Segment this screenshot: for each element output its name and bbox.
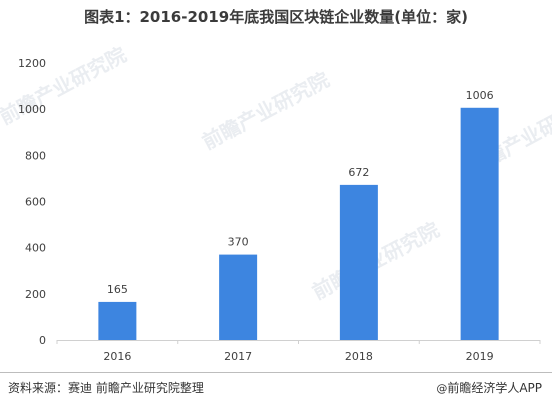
credit-text: 前瞻经济学人APP xyxy=(447,381,542,395)
y-tick-label: 0 xyxy=(39,334,46,347)
x-axis: 2016 2017 2018 2019 xyxy=(56,340,541,363)
y-tick-label: 1200 xyxy=(18,57,46,70)
x-tick-label: 2019 xyxy=(466,350,494,363)
data-label-2018: 672 xyxy=(348,166,369,179)
bar-2019 xyxy=(460,107,499,340)
y-tick-label: 800 xyxy=(25,149,46,162)
bar-chart: 0 200 400 600 800 1000 1200 165 370 672 1006 2016… xyxy=(18,57,541,363)
bars xyxy=(98,107,499,340)
credit-symbol: @ xyxy=(436,382,448,395)
x-tick-label: 2018 xyxy=(345,350,373,363)
y-axis: 0 200 400 600 800 1000 1200 xyxy=(18,57,46,347)
x-tick-label: 2017 xyxy=(224,350,252,363)
x-tick-label: 2016 xyxy=(103,350,131,363)
y-tick-label: 1000 xyxy=(18,103,46,116)
credit-note: @前瞻经济学人APP xyxy=(436,379,542,396)
source-note: 资料来源：赛迪 前瞻产业研究院整理 xyxy=(8,381,204,395)
data-labels: 165 370 672 1006 xyxy=(107,89,494,296)
data-label-2017: 370 xyxy=(228,236,249,249)
bar-2016 xyxy=(98,301,137,340)
y-tick-label: 600 xyxy=(25,196,46,209)
bar-2018 xyxy=(339,184,378,340)
data-label-2016: 165 xyxy=(107,283,128,296)
data-label-2019: 1006 xyxy=(466,89,494,102)
chart-title: 图表1：2016-2019年底我国区块链企业数量(单位：家) xyxy=(84,8,468,26)
bar-2017 xyxy=(219,254,258,340)
footer-divider xyxy=(0,372,552,373)
y-tick-label: 400 xyxy=(25,242,46,255)
y-tick-label: 200 xyxy=(25,288,46,301)
